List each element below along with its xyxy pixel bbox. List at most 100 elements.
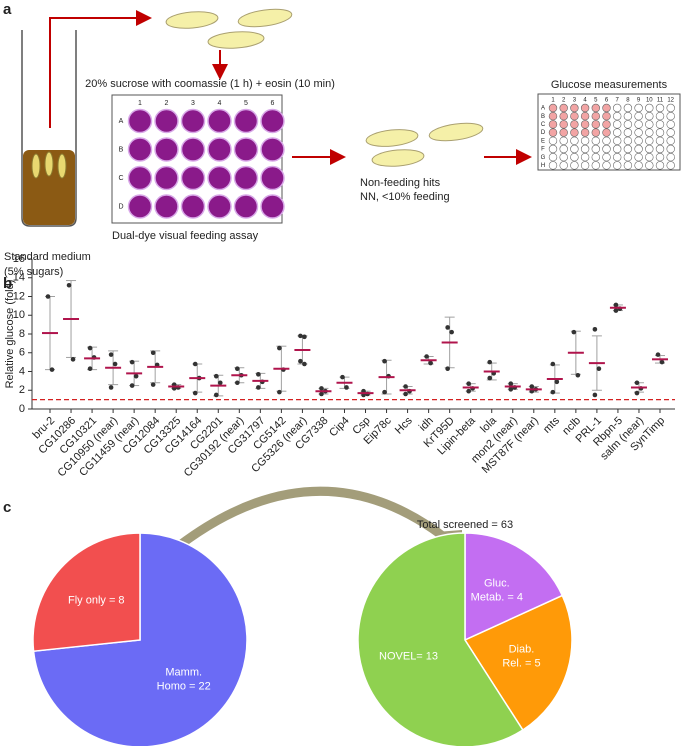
point <box>150 350 156 356</box>
point <box>592 327 598 332</box>
point <box>613 302 619 308</box>
point <box>466 388 471 394</box>
well <box>548 136 558 146</box>
plate96-row-label: A <box>541 106 545 112</box>
plate-col-label: 4 <box>218 100 222 107</box>
point <box>575 372 581 378</box>
well <box>666 120 675 129</box>
well <box>591 120 600 129</box>
well <box>612 161 622 170</box>
plate96-row-label: H <box>541 163 545 169</box>
plate96-col-label: 7 <box>616 98 620 104</box>
well <box>634 111 643 121</box>
plate96-row-label: B <box>541 114 545 120</box>
well <box>602 103 611 113</box>
well <box>548 120 558 129</box>
well <box>634 136 643 146</box>
well <box>591 103 600 113</box>
well <box>623 128 633 137</box>
well <box>645 161 654 170</box>
plate96-col-label: 2 <box>562 98 566 104</box>
point <box>129 359 135 365</box>
well <box>207 165 232 191</box>
plate-row-label: B <box>119 146 124 153</box>
point <box>150 382 156 387</box>
well <box>602 144 611 154</box>
well <box>580 144 590 154</box>
point <box>302 334 307 340</box>
well <box>559 161 568 170</box>
plate-col-label: 6 <box>271 100 275 107</box>
well <box>591 128 600 137</box>
well <box>655 136 665 146</box>
well <box>655 128 665 137</box>
x-tick-label: mts <box>541 414 562 435</box>
point <box>302 361 307 367</box>
plate96-row-label: C <box>541 122 546 128</box>
point <box>87 345 93 351</box>
point <box>424 354 429 359</box>
y-tick-label: 16 <box>13 253 25 265</box>
well <box>154 194 179 219</box>
well <box>655 161 665 170</box>
plate-col-label: 3 <box>191 100 195 107</box>
well <box>570 120 579 129</box>
well <box>570 111 579 121</box>
well <box>591 144 600 154</box>
flies <box>165 8 484 167</box>
plate96-col-label: 12 <box>667 98 674 104</box>
y-tick-label: 14 <box>13 272 25 284</box>
assay-name: Dual-dye visual feeding assay <box>112 230 259 242</box>
well <box>655 153 665 162</box>
point <box>298 333 303 339</box>
point <box>428 360 433 366</box>
point <box>382 389 387 395</box>
well <box>548 161 558 170</box>
plate-col-label: 2 <box>165 100 169 107</box>
well <box>559 144 568 154</box>
y-tick-label: 8 <box>19 328 25 340</box>
point <box>70 357 76 362</box>
well <box>580 103 590 113</box>
well <box>180 137 206 162</box>
point <box>659 359 665 365</box>
point <box>45 294 51 299</box>
well <box>602 111 611 121</box>
plate96-col-label: 11 <box>657 98 664 104</box>
point <box>592 392 598 398</box>
point <box>466 381 471 386</box>
point <box>133 373 139 379</box>
well <box>612 144 622 154</box>
diagram: Standard medium (5% sugars) 20% sucrose … <box>4 8 681 278</box>
y-tick-label: 10 <box>13 309 25 321</box>
well <box>612 128 622 137</box>
well <box>666 128 675 137</box>
well <box>634 161 643 170</box>
well <box>260 137 285 162</box>
well <box>570 103 579 113</box>
hits-label: Non-feeding hits <box>360 177 441 189</box>
point <box>235 380 240 386</box>
fly <box>57 153 67 179</box>
slice-label: Metab. = 4 <box>471 591 523 603</box>
pie-slice <box>464 532 564 642</box>
plate-col-label: 1 <box>138 100 142 107</box>
well <box>612 103 622 113</box>
well <box>180 165 206 191</box>
well <box>570 153 579 162</box>
point <box>319 391 324 397</box>
pie-slice <box>463 594 573 732</box>
hits-label: NN, <10% feeding <box>360 191 450 203</box>
point <box>235 366 240 371</box>
well <box>645 153 654 162</box>
well <box>655 111 665 121</box>
well <box>634 128 643 137</box>
well <box>559 111 568 121</box>
plate96-col-label: 8 <box>626 98 630 104</box>
well <box>570 144 579 154</box>
well <box>612 136 622 146</box>
plate-row-label: C <box>118 175 123 182</box>
well <box>591 153 600 162</box>
point <box>554 379 560 385</box>
well <box>570 161 579 170</box>
